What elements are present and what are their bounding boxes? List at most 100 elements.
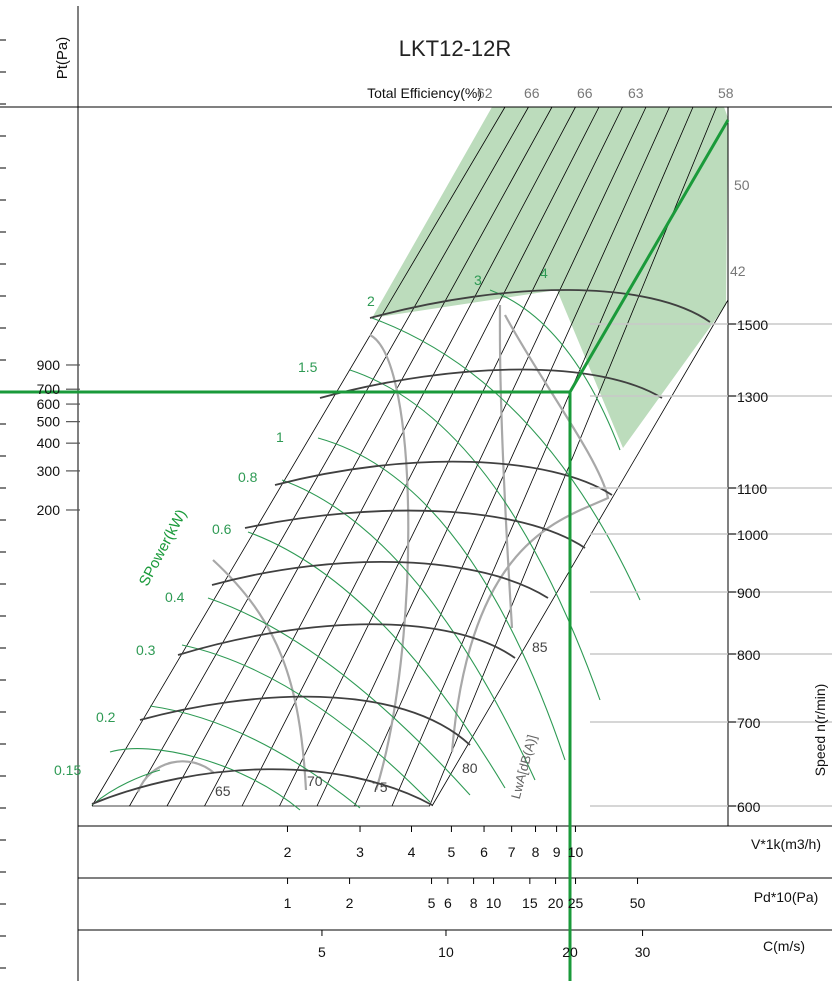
power-axis-label: SPower(kW) <box>136 507 191 589</box>
c-tick-label-5: 5 <box>318 944 326 960</box>
power-label-10: 4 <box>540 265 548 281</box>
bottom-axis-label-1: Pd*10(Pa) <box>754 889 819 905</box>
power-curve-8 <box>349 369 601 701</box>
efficiency-value-3: 63 <box>628 85 644 101</box>
chart-title: LKT12-12R <box>399 36 512 61</box>
speed-label-1000: 1000 <box>737 527 768 543</box>
speed-curve-4 <box>244 509 586 549</box>
noise-curves-layer <box>136 304 610 793</box>
grid-diagonal-8 <box>391 106 694 807</box>
speed-curve-0 <box>91 768 433 806</box>
efficiency-value-2: 66 <box>577 85 593 101</box>
noise-axis-label: LwA[dB(A)] <box>508 733 540 800</box>
noise-curve-1 <box>212 559 308 791</box>
power-curves-layer <box>91 289 641 811</box>
pt-tick-label-400: 400 <box>37 435 61 451</box>
shaded-region-layer <box>372 107 728 448</box>
speed-label-1500: 1500 <box>737 317 768 333</box>
power-curve-0 <box>91 769 161 806</box>
noise-curve-0 <box>136 760 215 793</box>
c-tick-label-10: 10 <box>438 944 454 960</box>
power-curve-6 <box>281 479 536 781</box>
power-label-5: 0.8 <box>238 469 258 485</box>
v-tick-label-6: 6 <box>480 844 488 860</box>
pd-tick-label-25: 25 <box>568 895 584 911</box>
v-tick-label-9: 9 <box>553 844 561 860</box>
bottom-axis-label-0: V*1k(m3/h) <box>751 836 821 852</box>
pd-tick-label-20: 20 <box>548 895 564 911</box>
speed-curve-1 <box>139 695 471 746</box>
noise-label-75: 75 <box>372 779 388 795</box>
noise-label-65: 65 <box>215 783 231 799</box>
speed-curve-7 <box>369 289 711 323</box>
v-tick-label-8: 8 <box>532 844 540 860</box>
speed-label-900: 900 <box>737 585 761 601</box>
efficiency-label: Total Efficiency(%) <box>367 85 482 101</box>
v-tick-label-2: 2 <box>284 844 292 860</box>
power-curve-4 <box>207 597 471 796</box>
v-tick-label-4: 4 <box>408 844 416 860</box>
power-curve-2 <box>149 705 361 809</box>
pd-tick-label-2: 2 <box>346 895 354 911</box>
v-tick-label-5: 5 <box>448 844 456 860</box>
pd-tick-label-1: 1 <box>284 895 292 911</box>
noise-curve-3 <box>450 314 610 753</box>
power-label-0: 0.15 <box>54 762 81 778</box>
pd-tick-label-50: 50 <box>630 895 646 911</box>
operating-point-system-line <box>568 119 730 393</box>
v-tick-label-7: 7 <box>508 844 516 860</box>
efficiency-value-1: 66 <box>524 85 540 101</box>
operating-point-layer <box>0 119 730 981</box>
power-curve-10 <box>489 289 621 451</box>
speed-curve-6 <box>319 368 663 399</box>
power-label-9: 3 <box>474 272 482 288</box>
pt-tick-label-600: 600 <box>37 396 61 412</box>
v-tick-label-10: 10 <box>568 844 584 860</box>
grid-diagonal-2 <box>166 106 553 807</box>
speed-curve-2 <box>177 623 516 659</box>
pd-tick-label-15: 15 <box>522 895 538 911</box>
power-curve-9 <box>371 317 641 601</box>
speed-label-700: 700 <box>737 715 761 731</box>
grid-diagonal-1 <box>129 106 529 807</box>
speed-label-600: 600 <box>737 799 761 815</box>
power-label-3: 0.4 <box>165 589 185 605</box>
pt-tick-label-700: 700 <box>37 381 61 397</box>
pd-tick-label-8: 8 <box>470 895 478 911</box>
pd-tick-label-5: 5 <box>428 895 436 911</box>
y-axis-label: Pt(Pa) <box>54 37 71 80</box>
v-tick-label-3: 3 <box>356 844 364 860</box>
power-label-4: 0.6 <box>212 521 232 537</box>
speed-curves-layer <box>91 289 711 806</box>
pd-tick-label-10: 10 <box>486 895 502 911</box>
c-tick-label-30: 30 <box>635 944 651 960</box>
speed-label-1100: 1100 <box>737 481 767 497</box>
noise-label-70: 70 <box>307 773 323 789</box>
grid-diagonal-0 <box>91 106 506 807</box>
speed-extra-label-1: 42 <box>730 263 746 279</box>
grid-right-edge <box>431 299 729 807</box>
speed-axis-label: Speed n(r/min) <box>812 684 828 777</box>
pd-tick-label-6: 6 <box>444 895 452 911</box>
grid-diagonal-3 <box>204 106 576 807</box>
power-label-7: 1.5 <box>298 359 318 375</box>
noise-curve-2 <box>369 334 410 791</box>
noise-label-80: 80 <box>462 760 478 776</box>
pt-tick-label-500: 500 <box>37 414 61 430</box>
efficiency-value-4: 58 <box>718 85 734 101</box>
power-curve-1 <box>109 748 301 811</box>
pt-tick-label-900: 900 <box>37 357 61 373</box>
power-label-6: 1 <box>276 429 284 445</box>
power-label-8: 2 <box>367 293 375 309</box>
power-curve-5 <box>247 531 506 789</box>
power-curve-7 <box>317 437 566 761</box>
pt-tick-label-200: 200 <box>37 502 61 518</box>
power-label-1: 0.2 <box>96 709 116 725</box>
efficiency-value-0: 62 <box>477 85 493 101</box>
pt-tick-label-300: 300 <box>37 463 61 479</box>
noise-label-85: 85 <box>532 639 548 655</box>
grid-diagonal-7 <box>354 106 670 807</box>
grid-diagonal-5 <box>279 106 623 807</box>
diagonal-grid-layer <box>91 106 729 807</box>
